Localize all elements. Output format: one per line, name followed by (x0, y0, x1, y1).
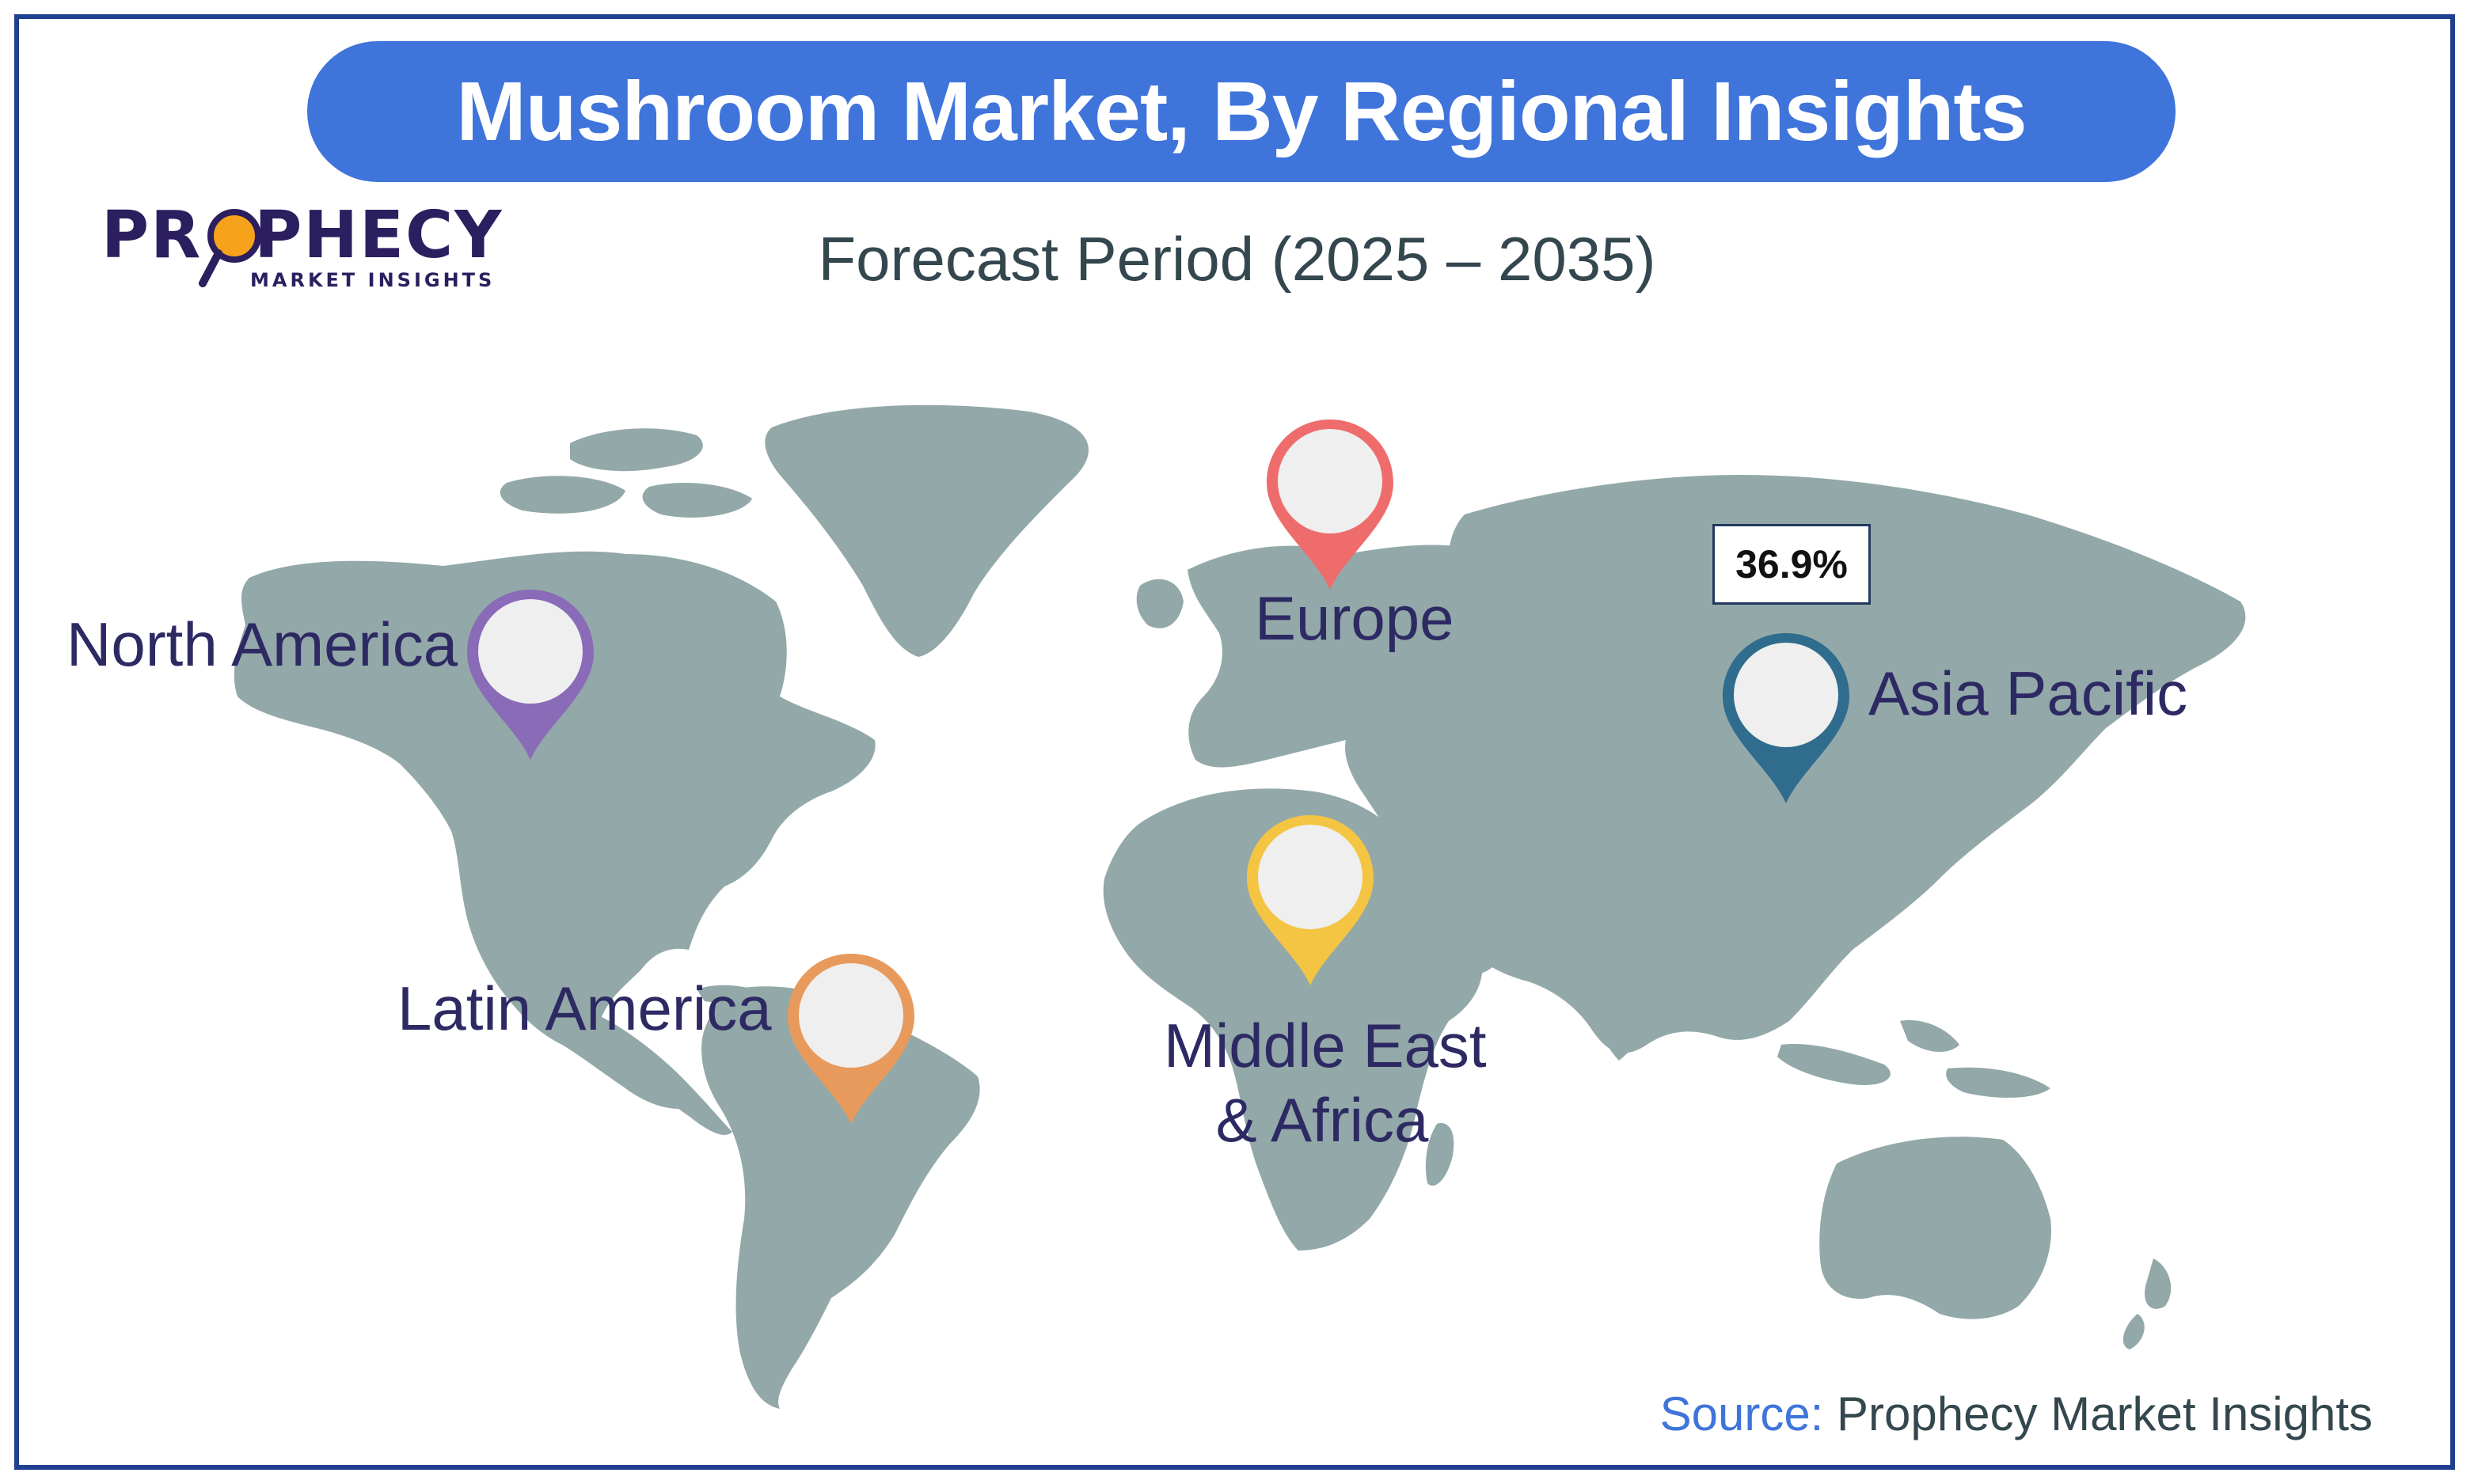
south-america-landmass (701, 986, 980, 1409)
logo-tagline: MARKET INSIGHTS (250, 269, 496, 291)
source-note: Source: Prophecy Market Insights (1660, 1387, 2373, 1441)
location-pin-icon (788, 954, 914, 1124)
page-title: Mushroom Market, By Regional Insights (456, 64, 2027, 158)
company-logo: PR PHECY MARKET INSIGHTS (101, 198, 513, 301)
asia-pacific-share-value: 36.9% (1712, 524, 1871, 605)
region-label-europe: Europe (1255, 583, 1454, 653)
australia-landmass (1819, 1137, 2051, 1319)
europe-landmass (1188, 545, 1503, 768)
source-label: Source: (1659, 1387, 1824, 1440)
region-label-middle-east-africa: Middle East & Africa (1164, 1009, 1487, 1157)
region-label-line: Middle East (1164, 1011, 1487, 1080)
greenland-landmass (765, 404, 1089, 657)
forecast-subtitle: Forecast Period (2025 – 2035) (818, 224, 1656, 294)
location-pin-icon (1723, 633, 1849, 803)
africa-landmass (1103, 788, 1483, 1251)
location-pin-icon (1267, 419, 1393, 590)
region-label-line: & Africa (1215, 1084, 1429, 1155)
region-label-latin-america: Latin America (397, 974, 772, 1043)
location-pin-icon (1247, 815, 1374, 985)
logo-wordmark: PR PHECY (101, 198, 504, 273)
title-banner: Mushroom Market, By Regional Insights (307, 41, 2176, 182)
north-america-landmass (234, 551, 876, 1109)
location-pin-icon (467, 590, 594, 760)
region-label-north-america: North America (67, 609, 458, 679)
magnifier-icon (199, 209, 261, 287)
source-text: Prophecy Market Insights (1837, 1387, 2373, 1440)
region-label-asia-pacific: Asia Pacific (1868, 659, 2188, 728)
